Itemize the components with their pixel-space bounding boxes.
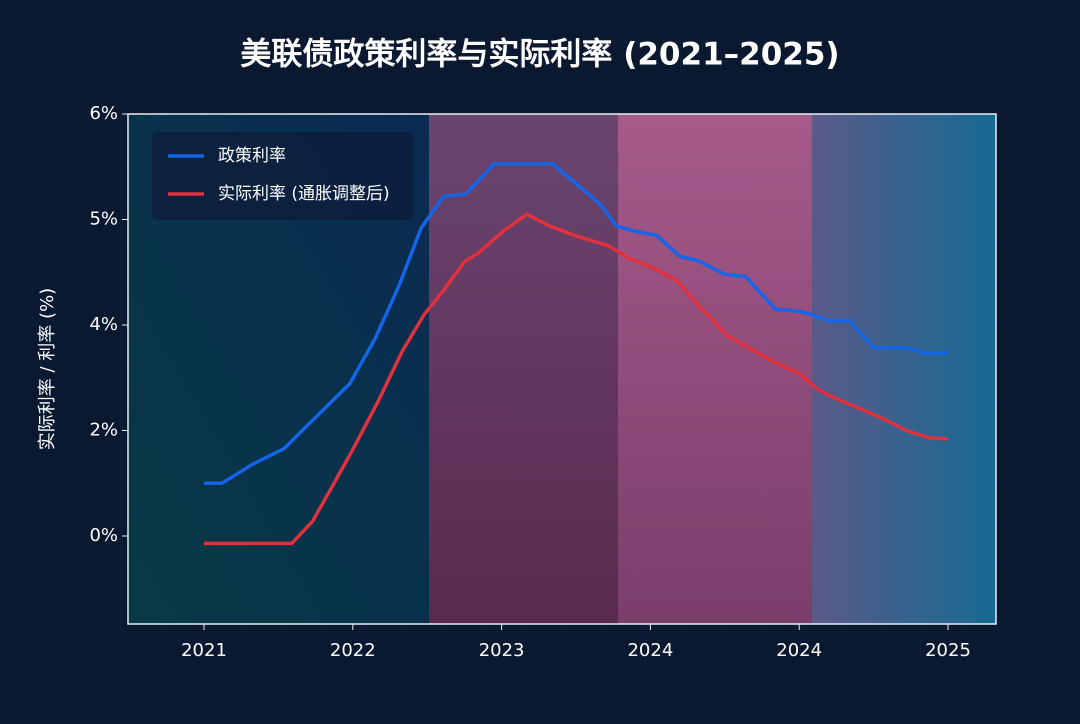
legend-label: 实际利率 (通胀调整后) bbox=[218, 184, 390, 204]
legend-label: 政策利率 bbox=[218, 146, 286, 166]
x-tick-label: 2022 bbox=[330, 640, 376, 661]
x-tick-label: 2025 bbox=[925, 640, 971, 661]
x-tick-label: 2021 bbox=[181, 640, 227, 661]
y-tick-label: 5% bbox=[89, 209, 118, 230]
series-line bbox=[204, 212, 949, 546]
chart-title: 美联债政策利率与实际利率 (2021–2025) bbox=[240, 37, 839, 73]
legend-box bbox=[152, 132, 414, 220]
x-tick-label: 2024 bbox=[776, 640, 822, 661]
series-line bbox=[204, 161, 948, 486]
period-band bbox=[429, 114, 618, 624]
y-tick-label: 2% bbox=[89, 420, 118, 441]
x-tick-label: 2024 bbox=[627, 640, 673, 661]
plot-frame bbox=[127, 113, 997, 625]
period-band bbox=[618, 114, 812, 624]
x-tick-label: 2023 bbox=[479, 640, 525, 661]
y-tick-label: 0% bbox=[89, 525, 118, 546]
y-tick-label: 4% bbox=[89, 314, 118, 335]
period-band bbox=[812, 114, 996, 624]
y-tick-label: 6% bbox=[89, 103, 118, 124]
y-axis-label: 实际利率 / 利率 (%) bbox=[37, 288, 58, 450]
